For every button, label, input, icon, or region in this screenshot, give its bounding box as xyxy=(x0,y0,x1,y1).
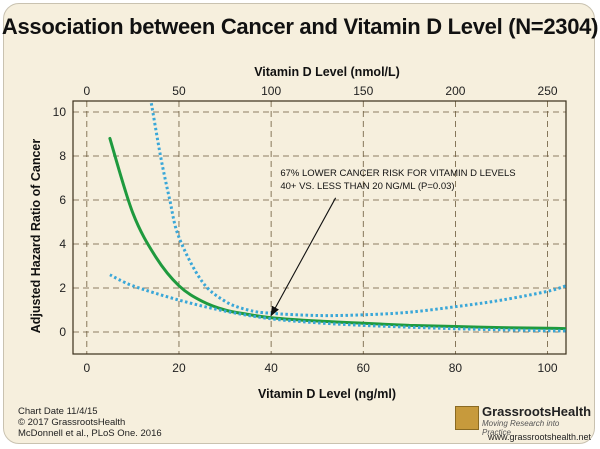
chart-date: Chart Date 11/4/15 xyxy=(18,406,98,417)
annotation-group: 67% LOWER CANCER RISK FOR VITAMIN D LEVE… xyxy=(270,168,516,317)
y-tick-label: 2 xyxy=(59,281,66,295)
series-line-estimate xyxy=(108,136,566,331)
y-axis-label: Adjusted Hazard Ratio of Cancer xyxy=(29,139,43,334)
logo-name: GrassrootsHealth xyxy=(482,404,592,419)
x2-tick-label: 100 xyxy=(261,84,281,98)
x2-tick-label: 200 xyxy=(445,84,465,98)
citation: McDonnell et al., PLoS One. 2016 xyxy=(18,428,162,439)
logo-tagline: Moving Research into Practice xyxy=(482,419,560,437)
x-tick-label: 60 xyxy=(357,361,371,375)
chart-card xyxy=(3,3,595,444)
annotation-arrow xyxy=(270,197,337,317)
website-url: www.grassrootshealth.net xyxy=(488,432,592,442)
x-tick-label: 40 xyxy=(264,361,278,375)
series-line-upper-ci xyxy=(149,102,566,318)
axes: 0 20 40 60 80 100 0 50 100 150 200 250 0 2 4 6 8 10 xyxy=(53,84,567,375)
vitruvian-logo-icon xyxy=(455,406,479,430)
x-tick-label: 20 xyxy=(172,361,186,375)
x2-tick-label: 0 xyxy=(83,84,90,98)
x2-axis-label: Vitamin D Level (nmol/L) xyxy=(254,65,400,79)
brand-logo: GrassrootsHealth Moving Research into Pr… xyxy=(455,404,592,444)
x2-tick-label: 250 xyxy=(538,84,558,98)
x2-tick-label: 150 xyxy=(353,84,373,98)
footer-credits: Chart Date 11/4/15 © 2017 GrassrootsHeal… xyxy=(18,406,162,439)
x-tick-label: 100 xyxy=(538,361,558,375)
y-tick-label: 0 xyxy=(59,325,66,339)
x-tick-label: 80 xyxy=(449,361,463,375)
series-group xyxy=(108,102,566,333)
plot-frame xyxy=(72,100,567,355)
y-tick-label: 6 xyxy=(59,193,66,207)
y-tick-label: 4 xyxy=(59,237,66,251)
annotation-text-line: 67% LOWER CANCER RISK FOR VITAMIN D LEVE… xyxy=(280,168,515,179)
series-line-lower-ci xyxy=(109,273,566,333)
x2-tick-label: 50 xyxy=(172,84,186,98)
y-tick-label: 10 xyxy=(53,105,67,119)
x-axis-label: Vitamin D Level (ng/ml) xyxy=(258,387,396,401)
grid-lines xyxy=(73,101,566,354)
chart-title: Association between Cancer and Vitamin D… xyxy=(1,14,599,39)
x-tick-label: 0 xyxy=(83,361,90,375)
copyright: © 2017 GrassrootsHealth xyxy=(18,417,126,428)
y-tick-label: 8 xyxy=(59,149,66,163)
annotation-text-line: 40+ VS. LESS THAN 20 NG/ML (P=0.03) xyxy=(280,181,454,192)
